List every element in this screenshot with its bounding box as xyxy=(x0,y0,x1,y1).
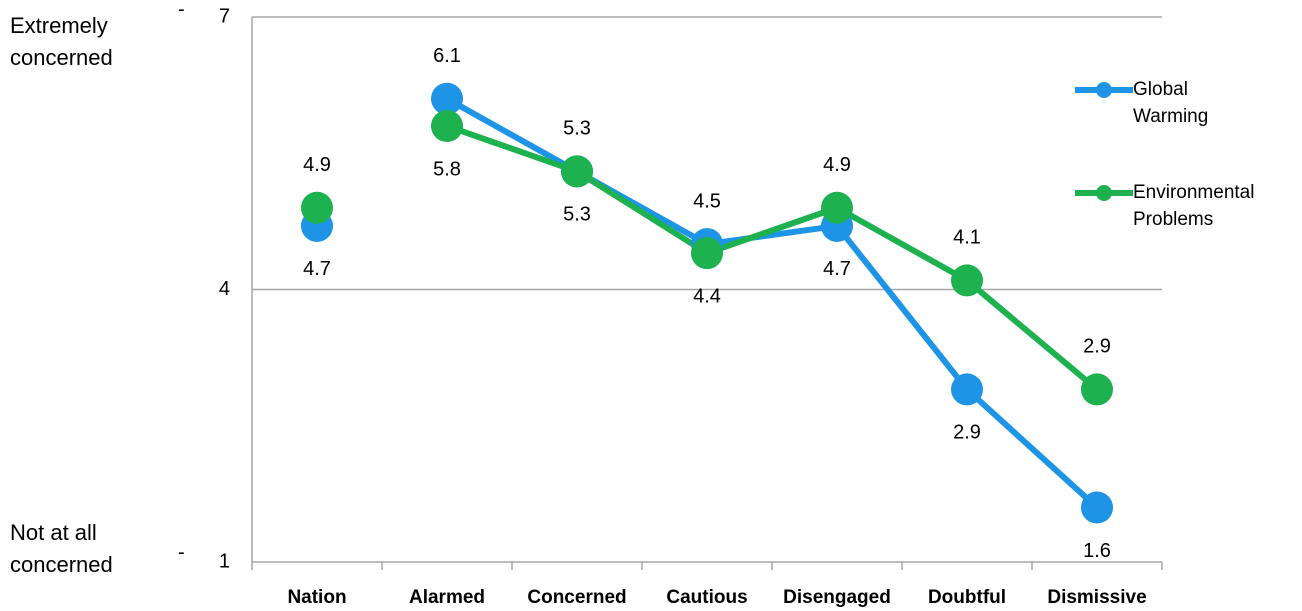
line-segment xyxy=(965,278,1099,392)
x-tick-label: Dismissive xyxy=(1047,587,1146,608)
marker xyxy=(821,191,853,224)
line-segment xyxy=(706,204,838,256)
marker xyxy=(431,110,463,142)
data-label: 4.1 xyxy=(953,227,981,249)
marker xyxy=(691,237,723,270)
marker xyxy=(1081,373,1113,406)
annotation: Not at all concerned xyxy=(10,520,113,577)
data-label: 4.9 xyxy=(303,154,331,176)
data-label: 4.5 xyxy=(693,190,721,212)
annotation: Extremely concerned xyxy=(10,13,113,70)
line-segment xyxy=(446,123,578,175)
marker xyxy=(301,191,333,224)
data-label: 5.8 xyxy=(433,158,461,180)
line-segment xyxy=(575,168,709,256)
data-label: 2.9 xyxy=(1083,336,1111,358)
dash: - xyxy=(178,0,185,20)
legend-label: Global Warming xyxy=(1133,79,1209,127)
x-tick-label: Doubtful xyxy=(928,587,1006,608)
line-segment xyxy=(834,224,970,392)
marker xyxy=(431,82,463,115)
data-label: 6.1 xyxy=(433,45,461,67)
data-label: 4.7 xyxy=(823,258,851,280)
marker xyxy=(951,264,983,297)
line-segment xyxy=(445,96,579,175)
marker xyxy=(1081,491,1113,524)
data-label: 5.3 xyxy=(563,204,591,226)
legend-label: Environmental Problems xyxy=(1133,182,1255,230)
data-label: 1.6 xyxy=(1083,540,1111,562)
dash: - xyxy=(178,541,185,563)
x-tick-label: Disengaged xyxy=(783,587,891,608)
x-tick-label: Cautious xyxy=(666,587,747,608)
line-segment xyxy=(835,205,969,284)
legend-marker xyxy=(1096,185,1112,201)
y-tick-label: 1 xyxy=(219,550,230,572)
marker xyxy=(561,155,593,188)
data-label: 4.7 xyxy=(303,258,331,280)
x-tick-label: Nation xyxy=(287,587,346,608)
line-segment xyxy=(706,222,838,248)
data-label: 2.9 xyxy=(953,422,981,444)
line-segment xyxy=(964,387,1100,510)
y-tick-label: 4 xyxy=(219,278,230,300)
data-label: 4.9 xyxy=(823,154,851,176)
data-label: 5.3 xyxy=(563,118,591,140)
x-tick-label: Concerned xyxy=(527,587,626,608)
y-tick-label: 7 xyxy=(219,5,230,27)
x-tick-label: Alarmed xyxy=(409,587,485,608)
marker xyxy=(951,373,983,406)
data-label: 4.4 xyxy=(693,285,721,307)
legend-marker xyxy=(1096,82,1112,98)
